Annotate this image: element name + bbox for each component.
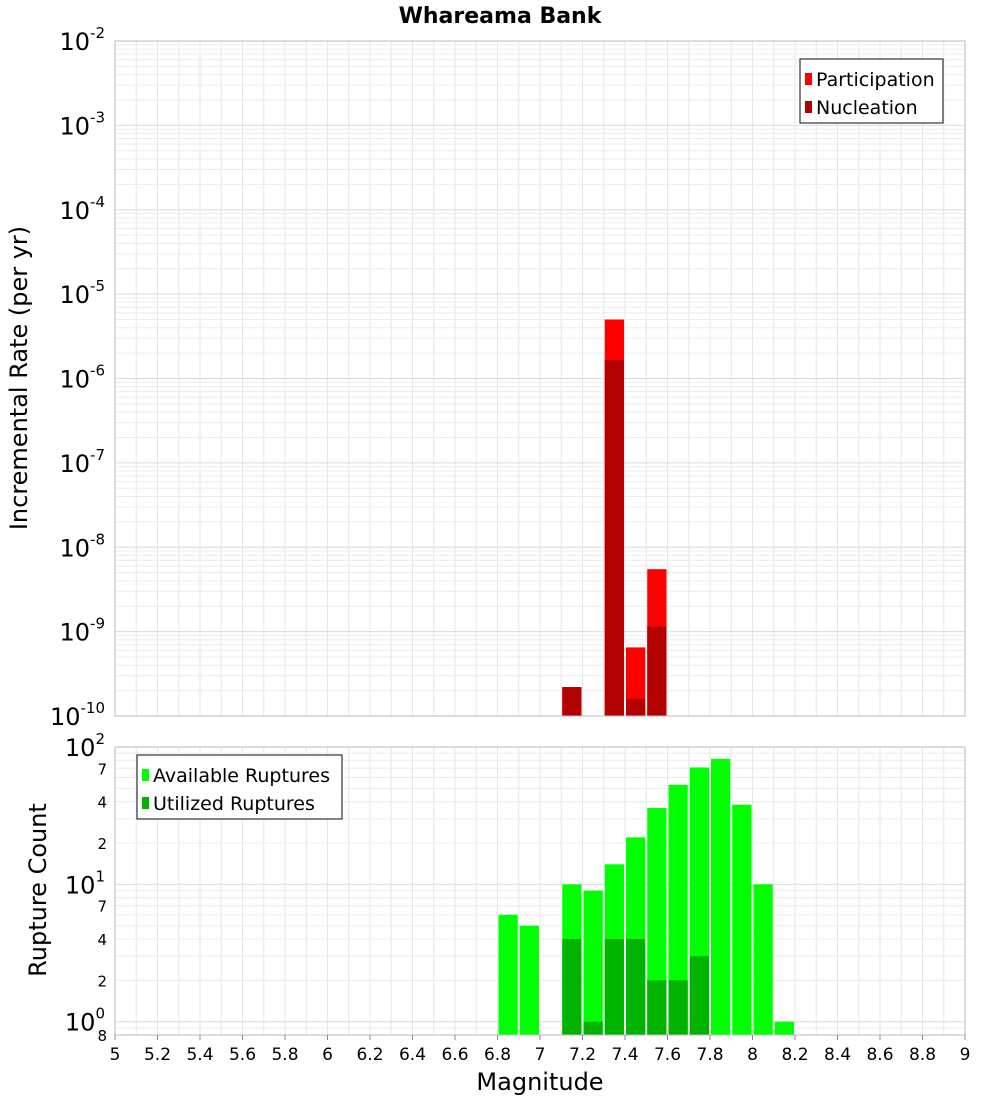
panel1-x-tick-label: 7	[535, 1045, 546, 1065]
panel1-x-tick-label: 6.2	[356, 1045, 383, 1065]
panel1-y-tick-label: 7	[97, 898, 107, 916]
panel1-x-tick-label: 6	[322, 1045, 333, 1065]
panel1-legend-swatch	[142, 797, 149, 809]
panel1-x-tick-label: 7.6	[654, 1045, 681, 1065]
top-y-axis-label: Incremental Rate (per yr)	[5, 226, 33, 530]
panel1-legend-box	[136, 754, 343, 820]
panel0-legend: Participation Nucleation	[799, 58, 944, 124]
x-axis-label: Magnitude	[476, 1068, 603, 1096]
panel1-bar	[583, 1021, 603, 1035]
panel0-bar	[562, 687, 582, 716]
panel1-x-tick-label: 5.8	[271, 1045, 298, 1065]
panel0-bar	[626, 698, 646, 716]
panel0-legend-label: Participation	[816, 69, 935, 91]
panel1-x-tick-label: 6.6	[441, 1045, 468, 1065]
panel1-y-tick-label: 4	[97, 931, 107, 949]
panel0-y-tick-label: 10-7	[59, 446, 105, 478]
bottom-y-axis-label: Rupture Count	[24, 803, 52, 977]
panel1-y-tick-label: 7	[97, 760, 107, 778]
panel1-x-tick-label: 5	[110, 1045, 121, 1065]
panel1-x-tick-label: 9	[960, 1045, 971, 1065]
panel1-x-tick-label: 8.6	[866, 1045, 893, 1065]
panel1-x-tick-label: 7.8	[696, 1045, 723, 1065]
panel1-y-tick-label: 8	[97, 1027, 107, 1045]
panel1-y-tick-label: 100	[65, 1005, 105, 1037]
panel0-bar	[647, 626, 667, 716]
panel1-bar	[689, 956, 709, 1035]
panel1-bar	[668, 784, 688, 1035]
panel0-y-tick-label: 10-3	[59, 108, 105, 140]
panel1-series-1-bars	[562, 939, 709, 1035]
panel1-y-tick-label: 101	[65, 867, 105, 899]
panel1-bar	[498, 914, 518, 1035]
panel1-bar	[753, 884, 773, 1035]
panel1-x-tick-label: 8.2	[781, 1045, 808, 1065]
panel0-plot-border	[114, 40, 966, 717]
panel1-legend-swatch	[142, 769, 149, 781]
panel1-bar	[626, 939, 646, 1035]
panel0-y-tick-label: 10-8	[59, 530, 105, 562]
panel1-x-tick-label: 7.4	[611, 1045, 638, 1065]
panel1-y-tick-label: 4	[97, 794, 107, 812]
panel0-legend-label: Nucleation	[816, 97, 918, 119]
panel1-legend-label: Available Ruptures	[153, 765, 330, 787]
panel0-y-tick-label: 10-4	[59, 193, 105, 225]
panel0-bar	[604, 360, 624, 716]
panel1-x-tick-label: 5.6	[229, 1045, 256, 1065]
panel0-y-tick-label: 10-2	[59, 24, 105, 56]
panel1-bar	[668, 980, 688, 1035]
panel1-bar	[583, 890, 603, 1035]
panel1-bar	[519, 925, 539, 1035]
panel1-legend: Available Ruptures Utilized Ruptures	[136, 754, 343, 820]
panel1-series-0-bars	[498, 758, 794, 1035]
panel1-x-tick-label: 8	[747, 1045, 758, 1065]
panel1-bar	[647, 807, 667, 1035]
panel0-y-tick-label: 10-9	[59, 615, 105, 647]
chart-title: Whareama Bank	[399, 4, 603, 29]
panel1-y-tick-label: 2	[97, 835, 107, 853]
panel1-bar	[732, 804, 752, 1035]
panel0-legend-swatch	[805, 101, 812, 113]
panel1-y-tick-label: 2	[97, 972, 107, 990]
panel1-x-tick-label: 6.4	[399, 1045, 426, 1065]
panel1-x-tick-label: 5.4	[186, 1045, 213, 1065]
panel1-bar	[711, 758, 731, 1035]
panel1-legend-label: Utilized Ruptures	[153, 793, 315, 815]
panel1-x-tick-label: 7.2	[569, 1045, 596, 1065]
panel0-series-1-bars	[562, 360, 667, 716]
panel0-grid	[114, 40, 966, 717]
panel1-x-tick-label: 6.8	[484, 1045, 511, 1065]
panel0-y-tick-label: 10-6	[59, 362, 105, 394]
panel1-x-tick-label: 8.4	[824, 1045, 851, 1065]
panel1-x-tick-label: 8.8	[909, 1045, 936, 1065]
panel0-y-tick-label: 10-10	[50, 699, 105, 731]
panel1-bar	[774, 1021, 794, 1035]
panel0-legend-box	[799, 58, 944, 124]
panel1-bar	[604, 939, 624, 1035]
panel0-y-tick-label: 10-5	[59, 277, 105, 309]
panel1-bar	[647, 980, 667, 1035]
panel0-legend-swatch	[805, 73, 812, 85]
panel1-bar	[562, 939, 582, 1035]
panel1-y-tick-label: 102	[65, 730, 105, 762]
panel1-x-tick-label: 5.2	[144, 1045, 171, 1065]
